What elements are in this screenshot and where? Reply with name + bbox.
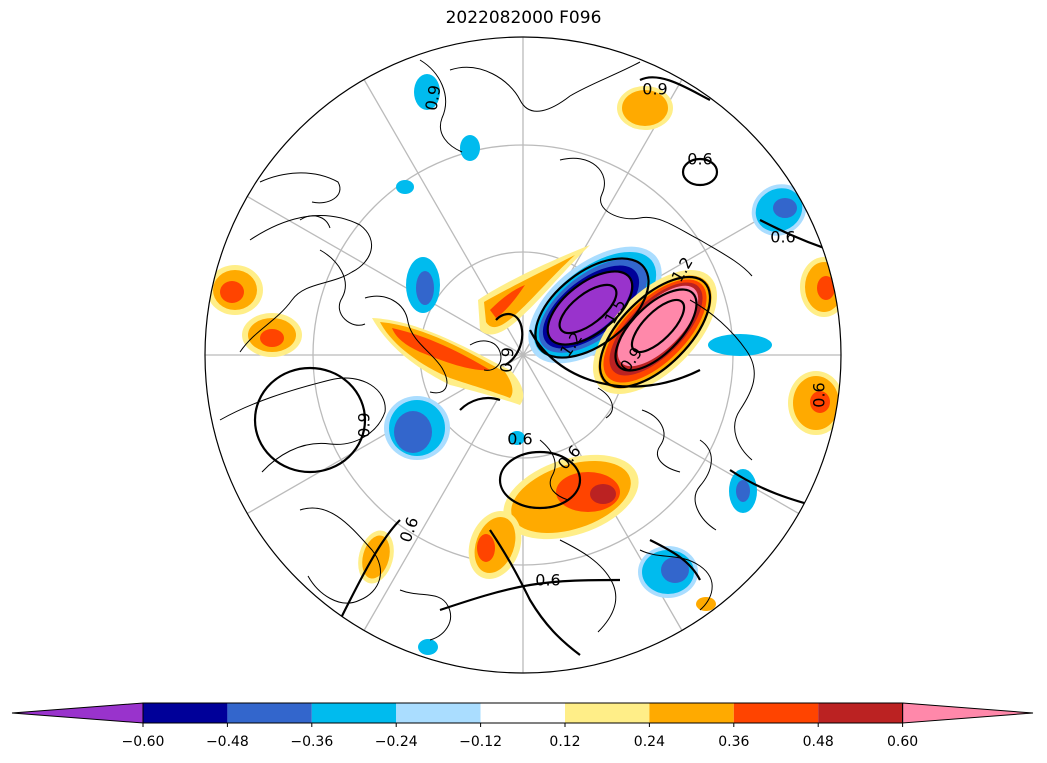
shaded-anomalies xyxy=(207,74,841,655)
colorbar-segment xyxy=(565,703,650,723)
colorbar-segment xyxy=(649,703,734,723)
colorbar-tick-label: 0.60 xyxy=(887,734,919,750)
contours xyxy=(253,76,831,656)
contour-label: 0.9 xyxy=(355,412,374,437)
coastlines xyxy=(219,59,755,641)
colorbar-segment xyxy=(311,703,397,723)
contour-label: 0.9 xyxy=(496,346,517,373)
colorbar xyxy=(11,702,1034,727)
contour-label: 0.9 xyxy=(421,84,444,112)
colorbar-segment xyxy=(733,703,819,723)
colorbar-tick-label: −0.60 xyxy=(121,734,165,750)
colorbar-extend-high xyxy=(902,702,1034,724)
contour-label: 0.9 xyxy=(642,80,667,99)
colorbar-tick-label: −0.12 xyxy=(459,734,503,750)
colorbar-outline xyxy=(142,702,904,724)
map-border xyxy=(204,36,842,674)
contour-label: 0.6 xyxy=(810,382,829,407)
contour-label: 0.6 xyxy=(770,228,795,247)
colorbar-tick-label: 0.24 xyxy=(633,734,665,750)
contour-label: 0.6 xyxy=(687,150,712,169)
contour-label: 0.6 xyxy=(507,430,532,449)
colorbar-extend-low xyxy=(11,702,144,724)
contour-label: 0.6 xyxy=(535,571,560,590)
colorbar-segment xyxy=(227,703,312,723)
colorbar-tick-label: 0.12 xyxy=(549,734,581,750)
colorbar-tick-label: 0.48 xyxy=(802,734,834,750)
colorbar-tick-label: −0.48 xyxy=(205,734,249,750)
map-disk xyxy=(205,37,841,673)
colorbar-segment xyxy=(480,703,565,723)
map-title: 2022082000 F096 xyxy=(445,8,602,28)
colorbar-segment xyxy=(396,703,481,723)
colorbar-segment xyxy=(818,703,903,723)
colorbar-segment xyxy=(143,703,228,723)
colorbar-tick-label: −0.36 xyxy=(290,734,334,750)
colorbar-tick-label: −0.24 xyxy=(374,734,418,750)
colorbar-tick-label: 0.36 xyxy=(718,734,750,750)
